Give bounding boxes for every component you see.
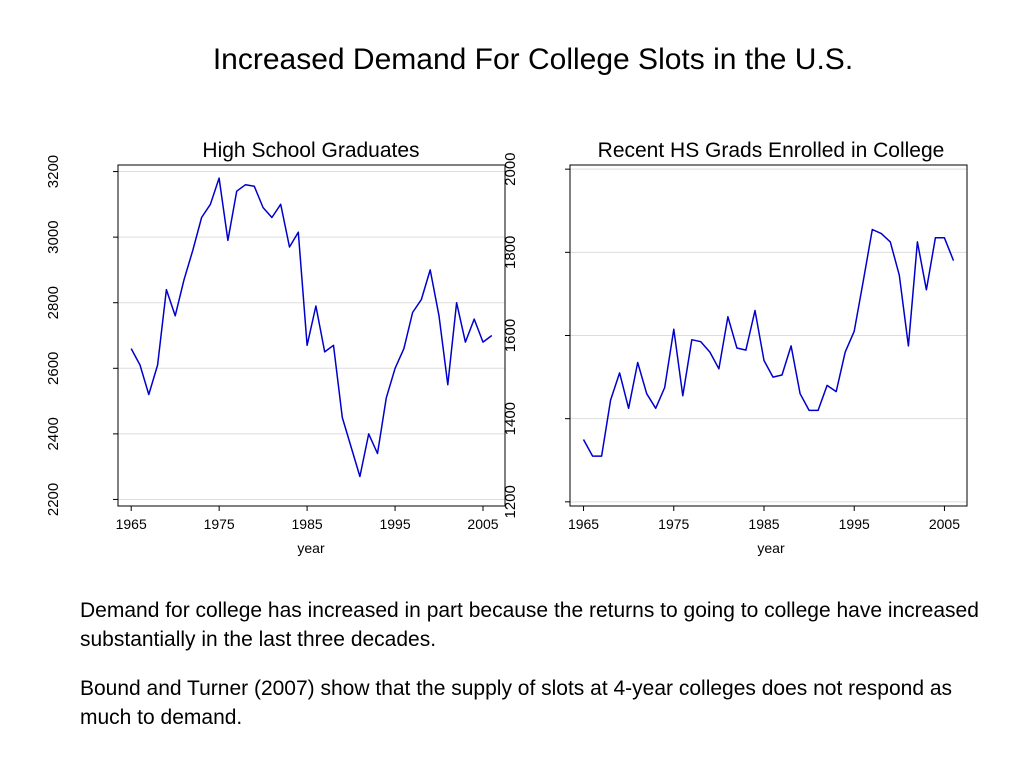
chart-1-title: High School Graduates — [202, 139, 419, 162]
chart-1-x-tick-label-1985: 1985 — [292, 516, 323, 532]
chart-1-y-tick-label-2600: 2600 — [45, 352, 62, 385]
chart-1-y-tick-label-3000: 3000 — [45, 220, 62, 253]
chart-2-x-tick-label-1975: 1975 — [658, 516, 689, 532]
chart-2-y-tick-label-1400: 1400 — [502, 402, 519, 435]
chart-1-plot-frame — [117, 164, 506, 507]
chart-1-x-tick-label-2005: 2005 — [467, 516, 498, 532]
chart-2-y-tick-label-1200: 1200 — [502, 485, 519, 518]
chart-1-y-tick-label-2800: 2800 — [45, 286, 62, 319]
chart-1-x-tick-label-1975: 1975 — [204, 516, 235, 532]
page-title: Increased Demand For College Slots in th… — [212, 43, 854, 76]
chart-2-x-tick-label-1995: 1995 — [839, 516, 870, 532]
chart-2-series-line-1 — [582, 228, 955, 457]
chart-1-series-line-1 — [130, 177, 493, 478]
chart-1-y-tick-label-3200: 3200 — [45, 155, 62, 188]
chart-1-x-axis-label: year — [297, 540, 325, 556]
paragraph-supply: Bound and Turner (2007) show that the su… — [80, 677, 953, 729]
chart-2-title: Recent HS Grads Enrolled in College — [598, 139, 945, 162]
chart-2-y-tick-label-1800: 1800 — [502, 236, 519, 269]
chart-2-y-tick-label-2000: 2000 — [502, 152, 519, 185]
charts-canvas: 2200 2400 2600 2800 3000 3200 1965 1975 1985 1995… — [45, 139, 968, 556]
chart-1-x-tick-label-1965: 1965 — [116, 516, 147, 532]
chart-2-x-tick-label-2005: 2005 — [929, 516, 960, 532]
paragraph-demand: Demand for college has increased in part… — [80, 599, 979, 651]
chart-2-x-tick-label-1965: 1965 — [568, 516, 599, 532]
chart-2-x-axis-label: year — [757, 540, 785, 556]
chart-2-x-tick-label-1985: 1985 — [748, 516, 779, 532]
chart-2-y-tick-label-1600: 1600 — [502, 319, 519, 352]
chart-1-y-tick-label-2400: 2400 — [45, 417, 62, 450]
chart-1-y-tick-label-2200: 2200 — [45, 483, 62, 516]
chart-1-x-tick-label-1995: 1995 — [379, 516, 410, 532]
